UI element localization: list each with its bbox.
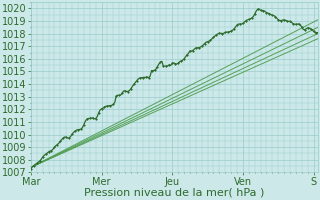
X-axis label: Pression niveau de la mer( hPa ): Pression niveau de la mer( hPa ): [84, 188, 265, 198]
